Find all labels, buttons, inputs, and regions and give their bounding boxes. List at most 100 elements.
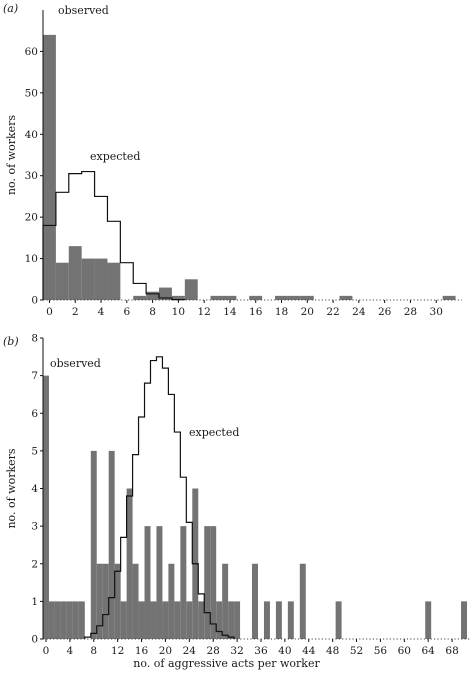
observed-bar — [144, 526, 151, 640]
observed-bar — [81, 258, 95, 300]
observed-bar — [150, 601, 157, 640]
observed-annotation: observed — [58, 4, 109, 17]
observed-bar — [249, 295, 263, 300]
x-tick-label: 36 — [254, 645, 268, 657]
observed-bar — [299, 563, 306, 639]
observed-bar — [287, 295, 301, 300]
x-tick-label: 22 — [326, 306, 339, 318]
x-tick-label: 20 — [301, 306, 314, 318]
observed-bar — [222, 563, 229, 639]
y-tick-label: 1 — [31, 596, 38, 608]
y-tick-label: 20 — [25, 212, 38, 224]
observed-bar — [300, 295, 314, 300]
x-tick-label: 24 — [183, 645, 197, 657]
observed-bar — [94, 258, 108, 300]
y-tick-label: 7 — [31, 370, 38, 382]
observed-bar — [461, 601, 468, 640]
x-tick-label: 68 — [445, 645, 458, 657]
x-tick-label: 60 — [398, 645, 411, 657]
x-tick-label: 26 — [378, 306, 392, 318]
observed-bar — [198, 601, 205, 640]
x-tick-label: 6 — [123, 306, 130, 318]
observed-bar — [108, 450, 115, 640]
observed-bar — [339, 295, 353, 300]
y-tick-label: 30 — [25, 170, 38, 182]
observed-bar — [171, 295, 185, 300]
observed-bar — [43, 34, 56, 301]
expected-annotation: expected — [90, 150, 140, 163]
observed-bar — [68, 246, 82, 300]
observed-bar — [210, 295, 224, 300]
x-tick-label: 0 — [46, 306, 53, 318]
observed-bar — [180, 526, 187, 640]
y-tick-label: 3 — [31, 521, 38, 533]
panel-label: (a) — [3, 2, 18, 15]
observed-bar — [126, 488, 133, 639]
observed-bar — [204, 526, 211, 640]
y-axis-title: no. of workers — [5, 115, 18, 195]
x-tick-label: 2 — [72, 306, 79, 318]
x-tick-label: 8 — [149, 306, 156, 318]
observed-annotation: observed — [50, 357, 101, 370]
expected-annotation: expected — [189, 426, 239, 439]
x-tick-label: 12 — [197, 306, 210, 318]
x-tick-label: 52 — [350, 645, 363, 657]
observed-bar — [162, 601, 169, 640]
y-tick-label: 4 — [31, 483, 38, 495]
observed-bar — [442, 295, 456, 300]
observed-bar — [114, 563, 121, 639]
observed-bar — [263, 601, 270, 640]
x-tick-label: 24 — [352, 306, 366, 318]
observed-bar — [96, 563, 103, 639]
y-tick-label: 0 — [31, 634, 38, 646]
observed-bar — [72, 601, 79, 640]
y-tick-label: 6 — [31, 408, 38, 420]
x-tick-label: 12 — [111, 645, 124, 657]
observed-bar — [120, 601, 127, 640]
observed-bar — [184, 279, 198, 300]
expected-step-line — [42, 170, 186, 301]
observed-bar — [102, 563, 109, 639]
observed-bar — [275, 601, 282, 640]
x-tick-label: 28 — [207, 645, 220, 657]
observed-bar — [54, 601, 61, 640]
x-tick-label: 16 — [135, 645, 149, 657]
observed-bar — [146, 291, 160, 300]
observed-bar — [335, 601, 342, 640]
observed-bar — [287, 601, 294, 640]
x-tick-label: 4 — [67, 645, 74, 657]
y-tick-label: 8 — [31, 333, 38, 345]
x-tick-label: 0 — [43, 645, 50, 657]
y-axis-title: no. of workers — [5, 448, 18, 528]
observed-bar — [78, 601, 85, 640]
x-tick-label: 56 — [374, 645, 388, 657]
y-tick-label: 40 — [25, 129, 38, 141]
x-tick-label: 44 — [302, 645, 316, 657]
observed-bar — [223, 295, 237, 300]
x-tick-label: 30 — [430, 306, 443, 318]
x-tick-label: 20 — [159, 645, 172, 657]
panel-label: (b) — [3, 335, 19, 348]
y-tick-label: 60 — [25, 46, 38, 58]
x-tick-label: 10 — [172, 306, 185, 318]
observed-bar — [55, 262, 69, 300]
observed-bar — [90, 450, 97, 640]
x-axis-title: no. of aggressive acts per worker — [133, 657, 320, 670]
x-tick-label: 14 — [223, 306, 237, 318]
observed-bar — [159, 287, 172, 300]
x-tick-label: 18 — [275, 306, 288, 318]
y-tick-label: 2 — [31, 558, 38, 570]
y-tick-label: 0 — [31, 295, 38, 307]
observed-bar — [133, 295, 147, 300]
observed-bar — [252, 563, 258, 639]
observed-bar — [132, 563, 139, 639]
observed-bar — [275, 295, 288, 300]
y-tick-label: 50 — [25, 87, 38, 99]
expected-step-line — [84, 356, 235, 639]
y-tick-label: 10 — [25, 253, 38, 265]
observed-bar — [174, 601, 181, 640]
y-tick-label: 5 — [31, 445, 38, 457]
x-tick-label: 28 — [404, 306, 417, 318]
